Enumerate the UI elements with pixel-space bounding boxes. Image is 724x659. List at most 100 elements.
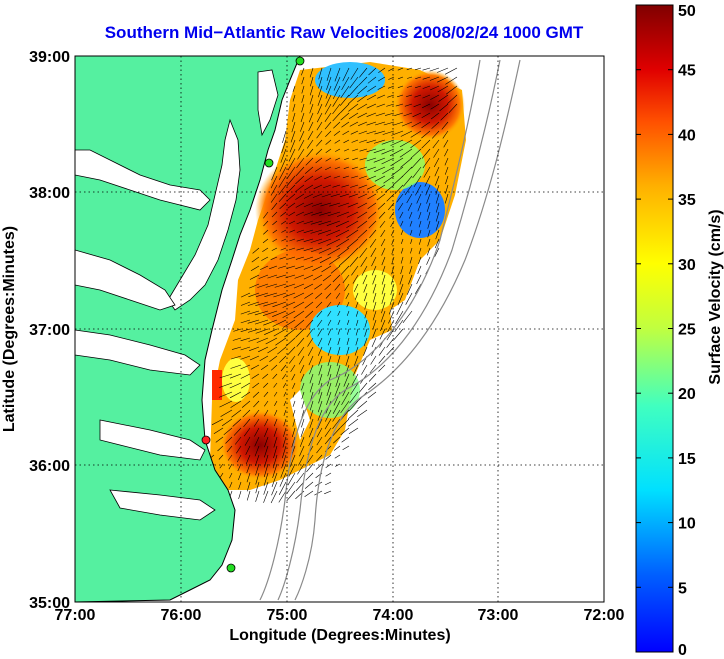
x-axis-label: Longitude (Degrees:Minutes) [229,627,450,644]
velocity-arrow-icon [218,382,233,388]
velocity-arrow-icon [249,346,260,351]
velocity-arrow-icon [389,148,404,157]
velocity-arrow-icon [296,472,305,484]
velocity-arrow-icon [422,94,431,99]
velocity-arrow-icon [306,148,314,158]
velocity-arrow-icon [318,220,332,226]
velocity-arrow-icon [342,445,350,450]
velocity-arrow-icon [390,274,395,285]
velocity-arrow-icon [272,463,278,478]
velocity-arrow-icon [397,292,404,306]
velocity-arrow-icon [426,193,431,204]
velocity-arrow-icon [346,220,359,228]
velocity-arrow-icon [307,337,314,347]
velocity-arrow-icon [394,184,404,195]
velocity-arrow-icon [346,301,350,308]
velocity-arrow-icon [387,94,395,98]
velocity-arrow-icon [318,364,323,376]
velocity-arrow-icon [262,373,269,379]
velocity-arrow-icon [301,67,305,76]
velocity-arrow-icon [415,85,422,89]
velocity-arrow-icon [236,454,242,463]
velocity-arrow-icon [364,328,368,337]
velocity-arrow-icon [372,328,377,339]
bathymetry-contours [259,59,521,601]
velocity-arrow-icon [282,382,287,388]
velocity-arrow-icon [296,157,305,169]
velocity-arrow-icon [272,454,278,469]
velocity-arrow-icon [279,202,287,210]
velocity-arrow-icon [282,292,296,298]
velocity-arrow-icon [355,337,359,346]
velocity-arrow-icon [348,247,359,258]
velocity-arrow-icon [301,103,305,113]
colorbar-tick-label: 50 [678,3,696,20]
velocity-arrow-icon [444,193,449,204]
velocity-arrow-icon [304,301,314,309]
velocity-arrow-icon [326,67,332,81]
velocity-arrow-icon [448,103,458,114]
velocity-arrow-icon [336,364,341,377]
velocity-arrow-icon [314,490,323,496]
velocity-arrow-icon [325,130,332,138]
velocity-arrow-icon [342,130,350,136]
velocity-arrow-icon [314,283,323,290]
velocity-arrow-icon [379,328,386,340]
velocity-arrow-icon [264,409,269,417]
velocity-arrow-icon [294,274,305,279]
velocity-arrow-icon [301,391,305,400]
velocity-arrow-icon [316,121,323,131]
velocity-arrow-icon [366,139,377,144]
velocity-arrow-icon [311,211,323,216]
velocity-arrow-icon [407,202,413,211]
velocity-arrow-icon [275,337,287,346]
velocity-arrow-icon [245,445,251,455]
velocity-arrow-icon [347,328,350,335]
velocity-arrow-icon [281,229,287,233]
velocity-arrow-icon [336,301,341,308]
velocity-arrow-icon [315,463,323,470]
velocity-arrow-icon [344,364,350,377]
velocity-arrow-icon [390,157,404,167]
velocity-arrow-icon [421,130,431,139]
velocity-arrow-icon [303,229,314,234]
velocity-arrow-icon [366,130,377,135]
velocity-arrow-icon [372,301,377,312]
velocity-arrow-icon [332,418,341,429]
velocity-arrow-icon [401,238,404,244]
velocity-arrow-icon [256,337,269,343]
velocity-arrow-icon [241,391,251,399]
velocity-arrow-icon [426,202,431,212]
velocity-arrow-icon [288,211,296,217]
velocity-arrow-icon [286,265,296,269]
velocity-arrow-icon [418,247,422,255]
velocity-arrow-icon [390,139,404,146]
velocity-arrow-icon [273,445,278,459]
velocity-arrow-icon [240,373,251,379]
velocity-arrow-icon [296,220,305,225]
velocity-arrow-icon [240,319,251,324]
velocity-arrow-icon [326,229,341,236]
velocity-arrow-icon [335,463,341,467]
velocity-arrow-icon [379,220,386,228]
velocity-arrow-icon [348,409,359,420]
velocity-arrow-icon [445,184,449,194]
velocity-arrow-icon [293,301,305,309]
velocity-arrow-icon [316,454,323,462]
velocity-arrow-icon [386,346,395,356]
velocity-arrow-icon [246,490,251,501]
velocity-arrow-icon [332,103,341,115]
velocity-arrow-icon [315,292,323,299]
velocity-arrow-icon [273,418,278,427]
velocity-arrow-icon [278,193,287,203]
velocity-arrow-icon [253,409,260,417]
velocity-arrow-icon [269,355,278,362]
velocity-arrow-icon [306,463,314,473]
velocity-arrow-icon [314,175,323,181]
velocity-arrow-icon [283,400,287,407]
velocity-arrow-icon [287,472,296,486]
velocity-arrow-icon [341,184,350,188]
velocity-arrow-icon [262,247,269,252]
velocity-arrow-icon [324,166,332,171]
velocity-arrow-icon [332,94,341,107]
